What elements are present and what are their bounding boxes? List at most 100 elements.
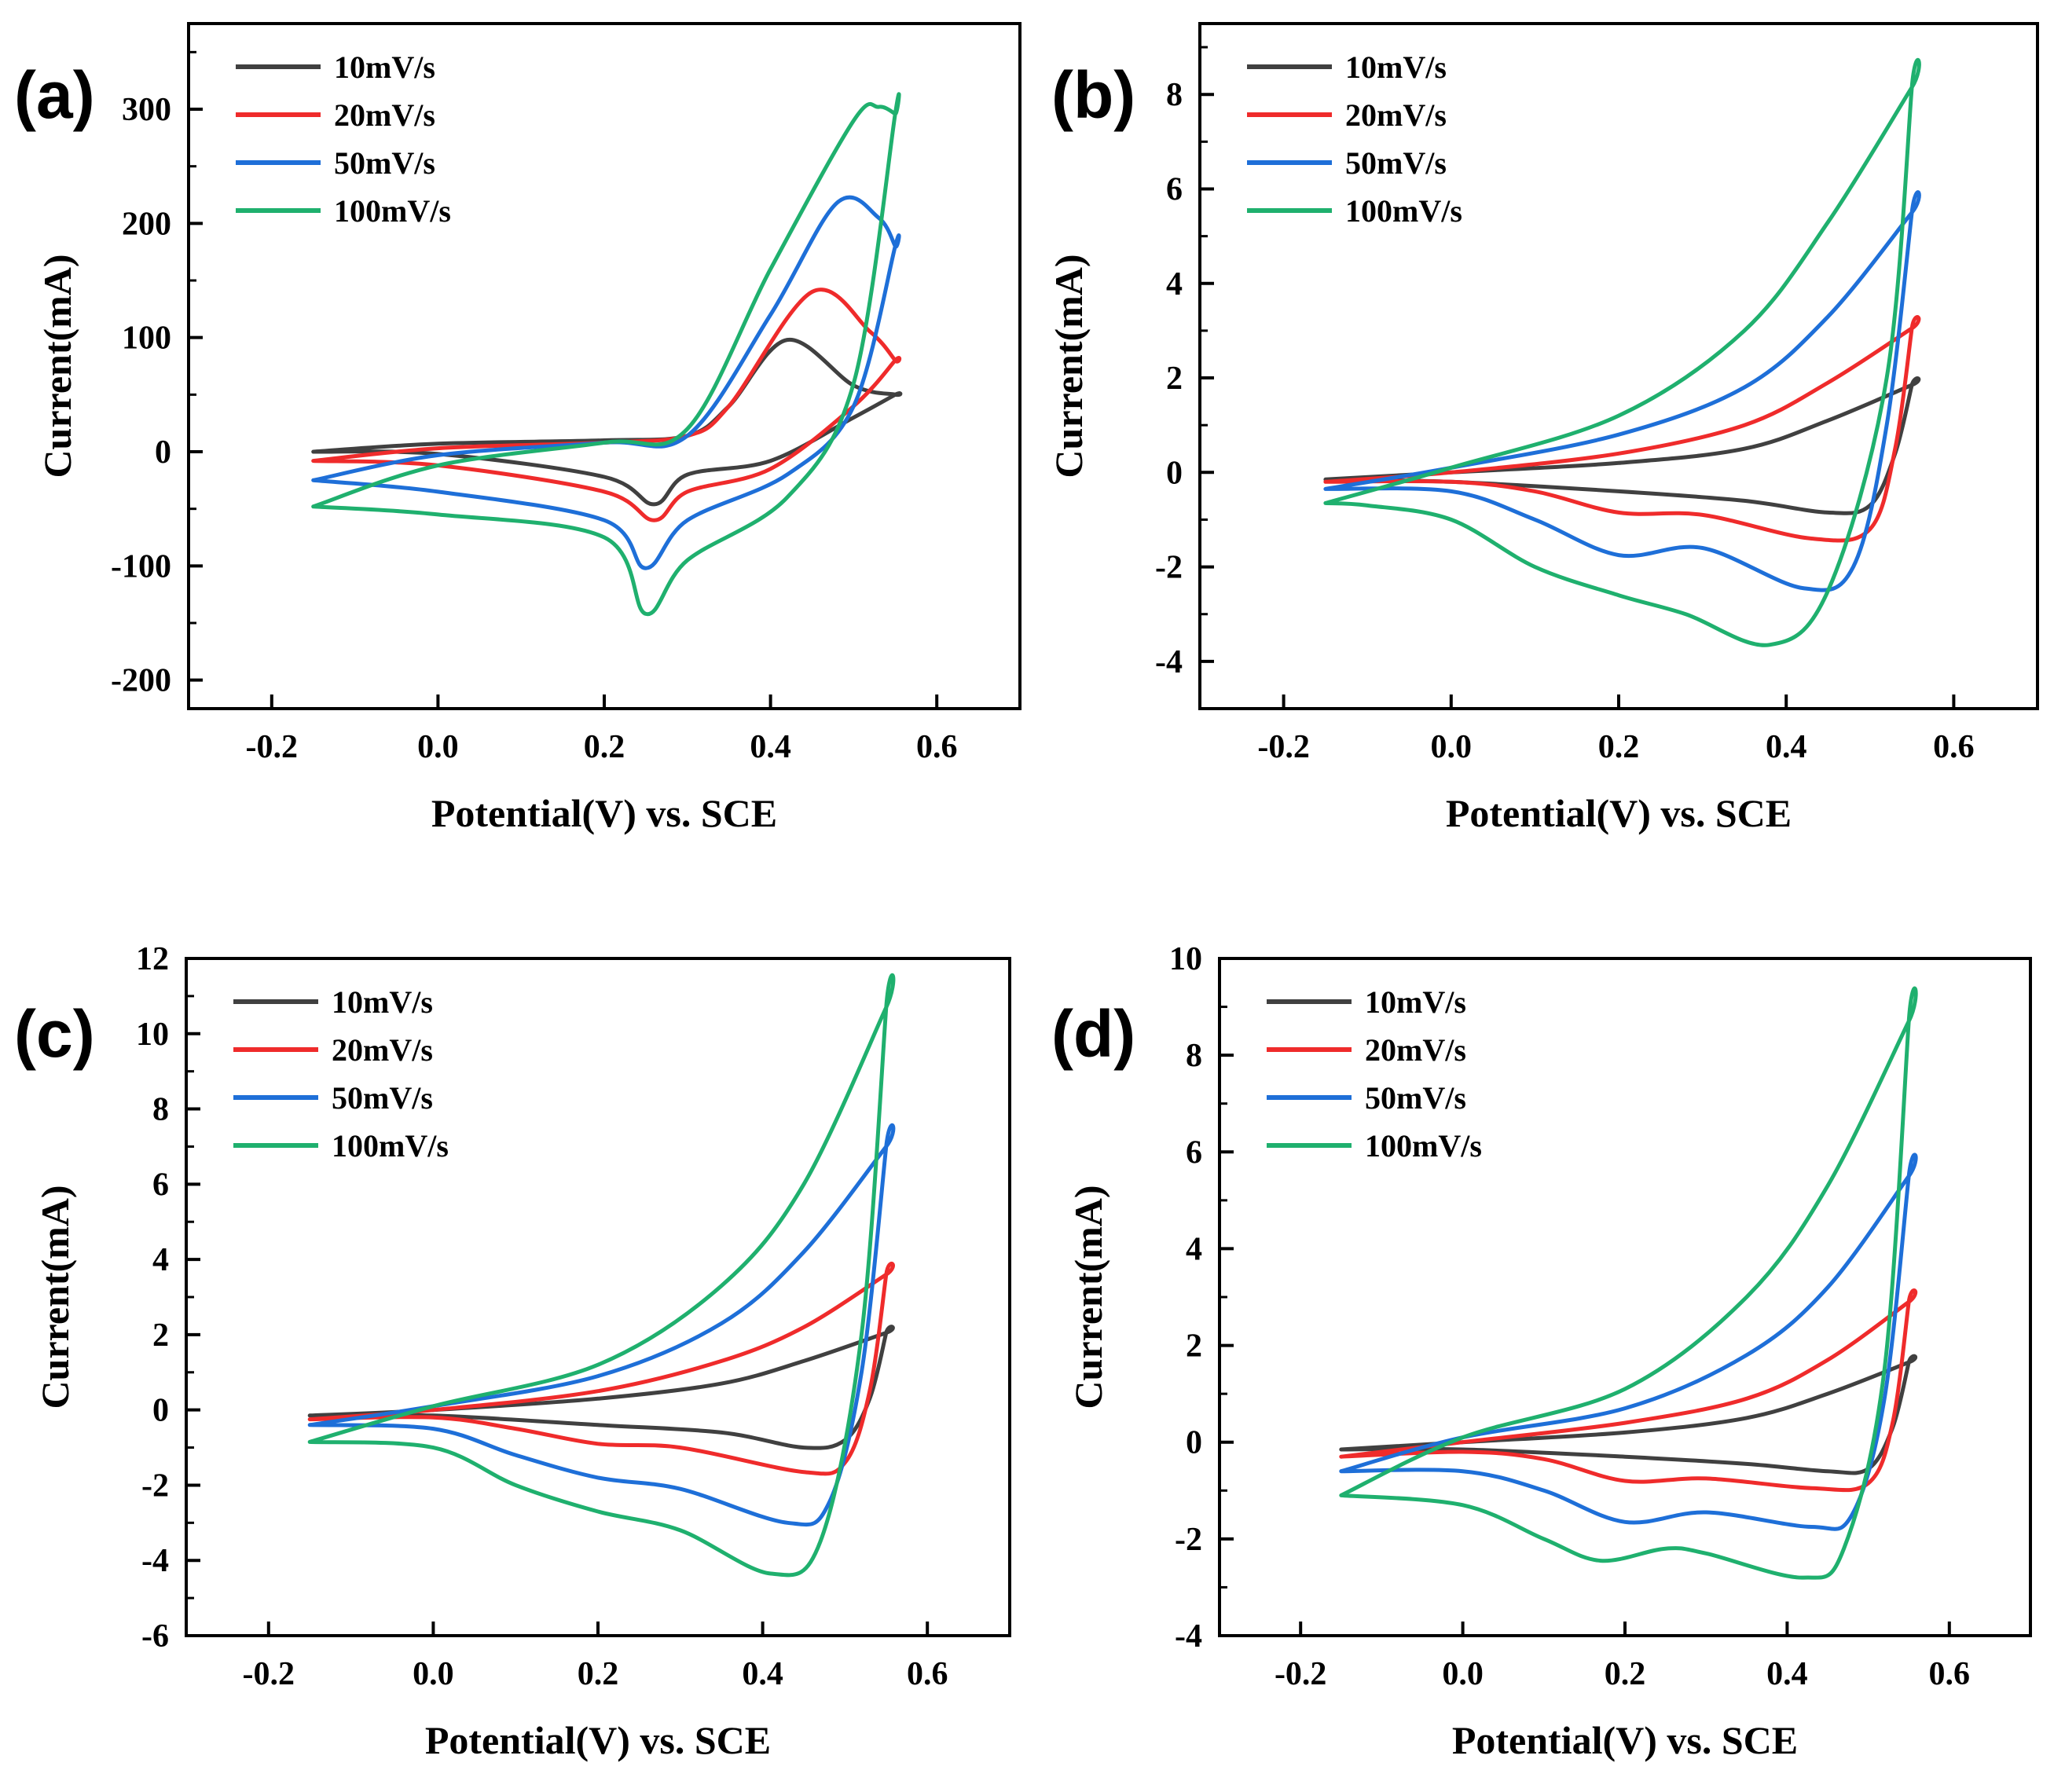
x-tick-label: -0.2 xyxy=(1257,729,1310,765)
y-tick-label: 0 xyxy=(152,1393,169,1429)
y-tick-label: 4 xyxy=(1186,1231,1202,1267)
y-tick-label: 4 xyxy=(152,1242,169,1278)
panel-label: (a) xyxy=(14,58,95,132)
series-line-50mV-s xyxy=(1323,190,1921,592)
x-tick-label: 0.6 xyxy=(907,1656,948,1692)
y-tick-label: 6 xyxy=(1166,171,1183,207)
series-line-10mV-s xyxy=(311,338,903,507)
y-tick-label: -4 xyxy=(1155,644,1183,680)
x-tick-label: 0.4 xyxy=(750,729,791,765)
panel-3: -0.2 0.0 0.2 0.4 0.6 -4 -2 0 2 4 6 8 10 Potential(V) … xyxy=(1051,941,2032,1762)
panel-label: (d) xyxy=(1051,997,1135,1071)
y-axis-label: Current(mA) xyxy=(1047,254,1091,478)
series-line-100mV-s xyxy=(1323,57,1921,647)
legend-label: 50mV/s xyxy=(334,145,435,181)
legend-label: 100mV/s xyxy=(1365,1128,1482,1164)
x-tick-label: 0.2 xyxy=(1598,729,1640,765)
legend-label: 20mV/s xyxy=(1345,97,1447,133)
plot-frame xyxy=(1198,22,2039,710)
x-tick-label: -0.2 xyxy=(1275,1656,1327,1692)
x-tick-label: 0.6 xyxy=(1933,729,1975,765)
x-tick-label: -0.2 xyxy=(246,729,299,765)
series-line-20mV-s xyxy=(307,1261,895,1476)
y-tick-label: -100 xyxy=(111,548,171,585)
x-tick-label: 0.6 xyxy=(1929,1656,1971,1692)
series-line-100mV-s xyxy=(311,92,901,616)
series-line-10mV-s xyxy=(1339,1354,1918,1475)
legend-label: 50mV/s xyxy=(1345,145,1447,181)
y-tick-label: 100 xyxy=(122,321,171,357)
y-axis-label: Current(mA) xyxy=(35,254,79,478)
legend-label: 10mV/s xyxy=(334,49,435,85)
y-axis-label: Current(mA) xyxy=(33,1185,77,1409)
y-tick-label: 300 xyxy=(122,92,171,128)
y-tick-label: 200 xyxy=(122,206,171,242)
x-tick-label: 0.2 xyxy=(584,729,625,765)
y-tick-label: 2 xyxy=(1166,361,1183,397)
legend-label: 10mV/s xyxy=(1365,984,1466,1020)
series-line-20mV-s xyxy=(1339,1288,1918,1493)
legend-label: 100mV/s xyxy=(332,1128,449,1164)
panel-0: -0.2 0.0 0.2 0.4 0.6 -200 -100 0 100 200 300 Potent… xyxy=(14,22,1021,835)
y-tick-label: 0 xyxy=(1186,1425,1202,1461)
x-axis-label: Potential(V) vs. SCE xyxy=(1446,791,1792,835)
y-tick-label: 2 xyxy=(1186,1328,1202,1365)
x-tick-label: 0.4 xyxy=(1766,1656,1808,1692)
x-tick-label: 0.0 xyxy=(1431,729,1473,765)
series-line-100mV-s xyxy=(1339,986,1918,1580)
y-tick-label: 8 xyxy=(152,1092,169,1128)
y-tick-label: -4 xyxy=(1175,1618,1202,1655)
x-tick-label: 0.0 xyxy=(417,729,459,765)
legend-label: 20mV/s xyxy=(334,97,435,133)
y-tick-label: 6 xyxy=(1186,1134,1202,1171)
y-tick-label: 0 xyxy=(155,434,171,471)
y-tick-label: 6 xyxy=(152,1167,169,1203)
y-tick-label: 2 xyxy=(152,1317,169,1354)
y-tick-label: 0 xyxy=(1166,455,1183,491)
legend-label: 50mV/s xyxy=(1365,1080,1466,1116)
x-tick-label: 0.2 xyxy=(578,1656,619,1692)
series-line-50mV-s xyxy=(1339,1153,1918,1531)
x-axis-label: Potential(V) vs. SCE xyxy=(1452,1718,1798,1762)
y-tick-label: 12 xyxy=(136,941,169,977)
y-tick-label: 4 xyxy=(1166,266,1183,302)
series-line-20mV-s xyxy=(1323,315,1921,543)
y-tick-label: -2 xyxy=(141,1468,169,1504)
x-tick-label: 0.2 xyxy=(1605,1656,1646,1692)
legend-label: 100mV/s xyxy=(334,193,451,229)
series-line-10mV-s xyxy=(1323,376,1921,515)
x-tick-label: 0.4 xyxy=(1766,729,1807,765)
y-tick-label: 10 xyxy=(1169,941,1202,977)
x-axis-label: Potential(V) vs. SCE xyxy=(425,1718,771,1762)
x-tick-label: 0.6 xyxy=(916,729,958,765)
y-tick-label: 8 xyxy=(1166,77,1183,113)
panel-label: (b) xyxy=(1051,58,1135,132)
panel-1: -0.2 0.0 0.2 0.4 0.6 -4 -2 0 2 4 6 8 Potential(V) vs… xyxy=(1047,22,2039,835)
x-tick-label: 0.0 xyxy=(1442,1656,1484,1692)
legend-label: 10mV/s xyxy=(332,984,433,1020)
series-line-10mV-s xyxy=(307,1325,895,1450)
y-tick-label: -2 xyxy=(1155,550,1183,586)
x-tick-label: -0.2 xyxy=(243,1656,295,1692)
legend-label: 20mV/s xyxy=(332,1032,433,1068)
panel-2: -0.2 0.0 0.2 0.4 0.6 -6 -4 -2 0 2 4 6 8 10 12 Potential… xyxy=(14,941,1011,1762)
x-axis-label: Potential(V) vs. SCE xyxy=(431,791,777,835)
y-tick-label: -4 xyxy=(141,1543,169,1579)
legend-label: 100mV/s xyxy=(1345,193,1462,229)
y-tick-label: 10 xyxy=(136,1017,169,1053)
y-tick-label: -200 xyxy=(111,663,171,699)
series-line-50mV-s xyxy=(307,1123,896,1527)
x-tick-label: 0.0 xyxy=(413,1656,454,1692)
y-tick-label: -6 xyxy=(141,1618,169,1655)
y-tick-label: -2 xyxy=(1175,1522,1202,1558)
legend-label: 10mV/s xyxy=(1345,49,1447,85)
plot-frame xyxy=(185,957,1011,1637)
legend-label: 20mV/s xyxy=(1365,1032,1466,1068)
x-tick-label: 0.4 xyxy=(742,1656,783,1692)
series-line-100mV-s xyxy=(307,973,896,1578)
y-axis-label: Current(mA) xyxy=(1066,1185,1110,1409)
panel-label: (c) xyxy=(14,997,95,1071)
y-tick-label: 8 xyxy=(1186,1038,1202,1074)
legend-label: 50mV/s xyxy=(332,1080,433,1116)
